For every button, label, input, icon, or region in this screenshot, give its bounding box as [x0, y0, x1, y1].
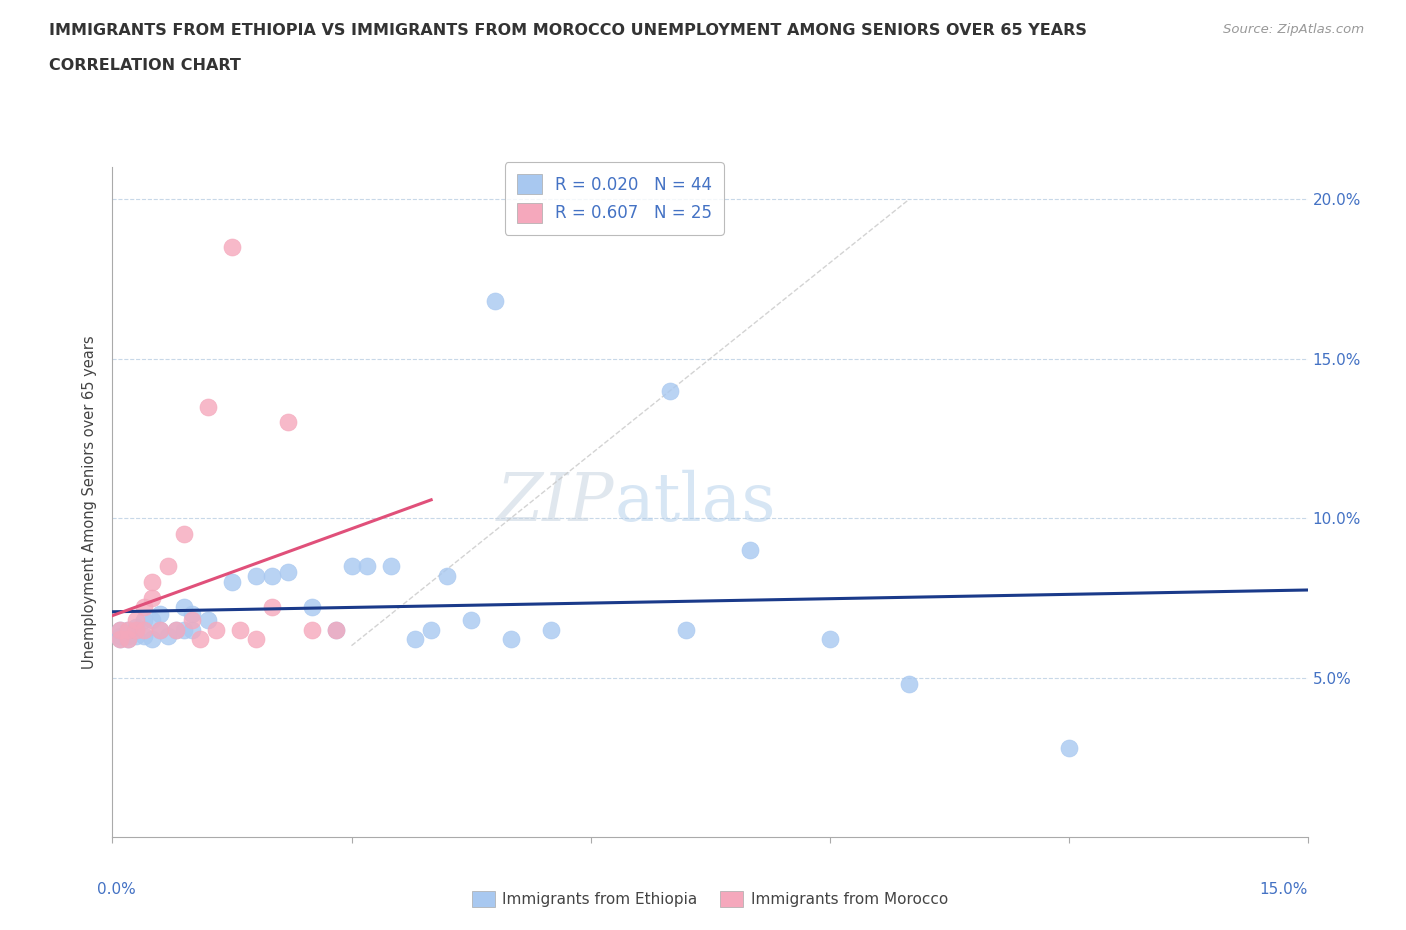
- Point: [125, 622, 148, 637]
- Text: Source: ZipAtlas.com: Source: ZipAtlas.com: [1223, 23, 1364, 36]
- Point: [301, 622, 323, 637]
- Point: [325, 622, 347, 637]
- Point: [420, 622, 443, 637]
- Point: [260, 568, 283, 583]
- Point: [141, 631, 163, 646]
- Point: [110, 631, 132, 646]
- Point: [229, 622, 252, 637]
- Point: [738, 542, 761, 557]
- Point: [134, 622, 156, 637]
- Text: CORRELATION CHART: CORRELATION CHART: [49, 58, 240, 73]
- Point: [499, 631, 522, 646]
- Point: [197, 613, 219, 628]
- Point: [898, 676, 921, 691]
- Point: [117, 622, 139, 637]
- Legend: Immigrants from Ethiopia, Immigrants from Morocco: Immigrants from Ethiopia, Immigrants fro…: [463, 882, 957, 916]
- Point: [110, 631, 132, 646]
- Point: [149, 606, 172, 621]
- Point: [460, 613, 482, 628]
- Point: [260, 600, 283, 615]
- Point: [675, 622, 697, 637]
- Text: ZIP: ZIP: [496, 470, 614, 535]
- Point: [117, 629, 139, 644]
- Point: [181, 606, 204, 621]
- Point: [277, 565, 299, 579]
- Text: 0.0%: 0.0%: [97, 882, 135, 897]
- Point: [380, 559, 402, 574]
- Point: [1057, 740, 1080, 755]
- Point: [301, 600, 323, 615]
- Point: [197, 399, 219, 414]
- Text: atlas: atlas: [614, 470, 776, 535]
- Point: [149, 622, 172, 637]
- Point: [134, 600, 156, 615]
- Point: [149, 622, 172, 637]
- Point: [110, 622, 132, 637]
- Point: [221, 240, 243, 255]
- Point: [181, 622, 204, 637]
- Point: [245, 568, 267, 583]
- Point: [173, 526, 195, 541]
- Y-axis label: Unemployment Among Seniors over 65 years: Unemployment Among Seniors over 65 years: [82, 336, 97, 669]
- Point: [277, 415, 299, 430]
- Point: [404, 631, 426, 646]
- Point: [221, 575, 243, 590]
- Point: [134, 613, 156, 628]
- Point: [117, 631, 139, 646]
- Point: [436, 568, 458, 583]
- Point: [110, 622, 132, 637]
- Point: [540, 622, 562, 637]
- Text: 15.0%: 15.0%: [1260, 882, 1308, 897]
- Point: [205, 622, 228, 637]
- Point: [245, 631, 267, 646]
- Point: [134, 629, 156, 644]
- Point: [181, 613, 204, 628]
- Point: [125, 622, 148, 637]
- Point: [110, 629, 132, 644]
- Point: [188, 631, 211, 646]
- Point: [818, 631, 841, 646]
- Point: [125, 629, 148, 644]
- Point: [165, 622, 187, 637]
- Point: [325, 622, 347, 637]
- Point: [141, 575, 163, 590]
- Point: [484, 294, 506, 309]
- Point: [340, 559, 363, 574]
- Point: [125, 619, 148, 634]
- Point: [356, 559, 378, 574]
- Point: [165, 622, 187, 637]
- Point: [173, 622, 195, 637]
- Point: [157, 629, 180, 644]
- Point: [125, 613, 148, 628]
- Text: IMMIGRANTS FROM ETHIOPIA VS IMMIGRANTS FROM MOROCCO UNEMPLOYMENT AMONG SENIORS O: IMMIGRANTS FROM ETHIOPIA VS IMMIGRANTS F…: [49, 23, 1087, 38]
- Point: [141, 613, 163, 628]
- Point: [141, 591, 163, 605]
- Point: [173, 600, 195, 615]
- Point: [157, 559, 180, 574]
- Point: [117, 631, 139, 646]
- Point: [117, 622, 139, 637]
- Point: [659, 383, 682, 398]
